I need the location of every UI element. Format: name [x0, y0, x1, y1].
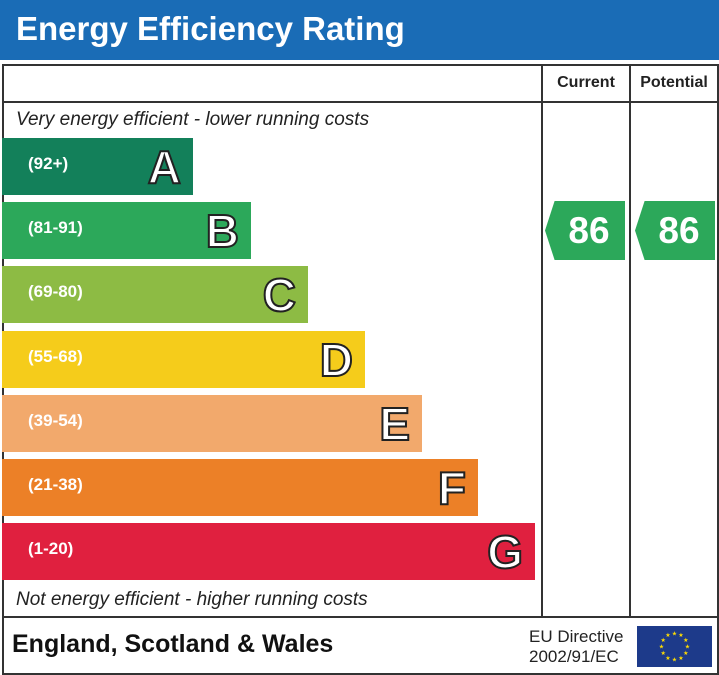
band-letter: E	[378, 397, 411, 451]
eu-directive: EU Directive 2002/91/EC	[529, 627, 623, 667]
band-d: (55-68) D	[2, 331, 365, 388]
current-header: Current	[557, 74, 615, 91]
band-a: (92+) A	[2, 138, 193, 195]
star-icon: ★	[683, 650, 688, 657]
band-letter: A	[147, 140, 182, 194]
star-icon: ★	[661, 650, 666, 657]
star-icon: ★	[685, 644, 690, 651]
star-icon: ★	[661, 637, 666, 644]
directive-line1: EU Directive	[529, 627, 624, 646]
country-label: England, Scotland & Wales	[12, 630, 334, 658]
band-b: (81-91) B	[2, 202, 251, 259]
potential-rating-arrow: 86	[635, 201, 715, 260]
header-bar: Energy Efficiency Rating	[0, 0, 719, 60]
divider	[2, 101, 717, 103]
band-e: (39-54) E	[2, 395, 422, 452]
band-letter: B	[205, 204, 240, 258]
top-note: Very energy efficient - lower running co…	[16, 109, 370, 130]
band-letter: D	[319, 333, 354, 387]
bottom-note: Not energy efficient - higher running co…	[16, 589, 368, 610]
potential-header: Potential	[640, 74, 708, 91]
band-letter: G	[486, 525, 524, 579]
star-icon: ★	[659, 644, 664, 651]
band-range: (69-80)	[28, 282, 83, 301]
star-icon: ★	[683, 637, 688, 644]
band-c: (69-80) C	[2, 266, 308, 323]
band-range: (21-38)	[28, 475, 83, 494]
band-letter: C	[262, 268, 297, 322]
star-icon: ★	[665, 655, 670, 662]
star-icon: ★	[672, 631, 677, 638]
band-range: (81-91)	[28, 218, 83, 237]
star-icon: ★	[665, 632, 670, 639]
page-title: Energy Efficiency Rating	[16, 10, 405, 47]
band-f: (21-38) F	[2, 459, 478, 516]
band-range: (92+)	[28, 154, 69, 173]
star-icon: ★	[678, 632, 683, 639]
divider	[629, 64, 631, 617]
divider	[541, 64, 543, 617]
band-g: (1-20) G	[2, 523, 535, 580]
band-range: (55-68)	[28, 347, 83, 366]
band-range: (1-20)	[28, 539, 74, 558]
current-rating-arrow: 86	[545, 201, 625, 260]
band-letter: F	[437, 461, 467, 515]
star-icon: ★	[672, 657, 677, 664]
directive-line2: 2002/91/EC	[529, 647, 619, 666]
star-icon: ★	[678, 655, 683, 662]
band-range: (39-54)	[28, 411, 83, 430]
divider	[2, 616, 717, 618]
eu-flag-icon: ★ ★★★★★★★★★★★	[637, 626, 712, 667]
